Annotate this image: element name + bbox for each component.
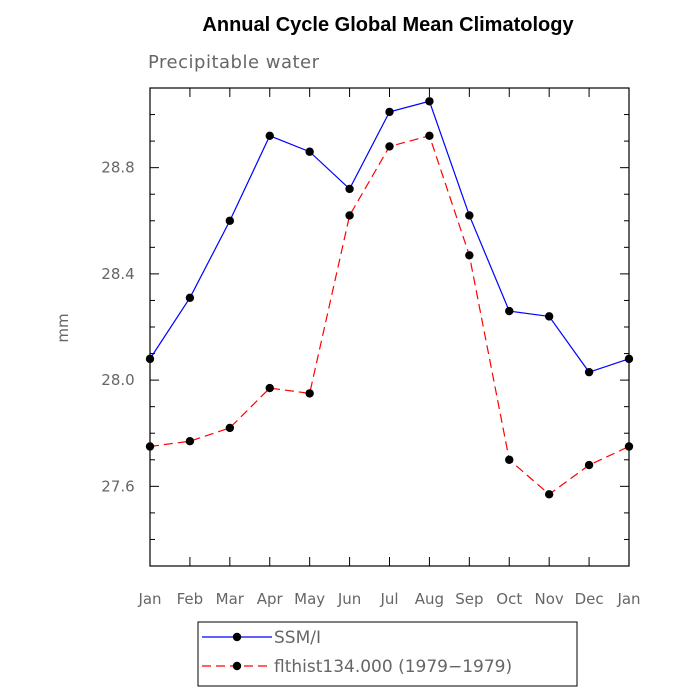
data-point [544,490,554,499]
data-point [584,460,594,470]
data-point [505,455,514,464]
x-tick-label: Jul [379,590,398,608]
y-tick-label: 28.0 [101,371,134,389]
x-tick-label: Nov [535,590,564,608]
x-tick-label: Mar [216,590,245,608]
y-tick-label: 28.8 [101,159,134,177]
data-point [465,251,474,260]
series-line-1 [149,135,630,496]
x-tick-label: Dec [575,590,604,608]
x-tick-label: Aug [415,590,444,608]
x-tick-label: Feb [177,590,204,608]
data-point [185,436,195,446]
data-point [345,211,354,220]
chart-title: Annual Cycle Global Mean Climatology [202,14,574,36]
legend-marker-flthist [232,661,242,671]
y-tick-label: 27.6 [101,477,134,495]
data-point [465,211,474,220]
axis-ticks [149,88,630,566]
x-tick-label: Apr [257,590,284,608]
x-tick-labels: Jan Feb Mar Apr May Jun Jul Aug Sep Oct Nov Dec Jan [137,590,640,608]
data-point [185,293,195,302]
data-point [345,184,354,194]
data-point [225,216,235,225]
data-point [624,442,634,451]
data-point [305,389,314,398]
legend-label-ssmi: SSM/I [274,628,321,648]
data-point [505,306,514,316]
data-point [584,367,594,377]
series-group [145,97,634,499]
data-point [265,383,274,393]
data-point [145,442,155,451]
x-tick-label: May [294,590,325,608]
data-point [305,147,314,156]
data-point [544,312,554,321]
x-tick-label: Jan [137,590,161,608]
legend: SSM/I flthist134.000 (1979−1979) [197,621,578,687]
series-line-0 [149,100,630,373]
data-point [385,142,394,151]
data-point [385,107,394,117]
x-tick-label: Oct [496,590,522,608]
chart-subtitle: Precipitable water [148,52,320,73]
data-point [425,131,434,140]
data-point [225,423,235,433]
legend-marker-ssmi [232,632,242,642]
legend-box [197,621,578,687]
y-tick-label: 28.4 [101,265,134,283]
x-tick-label: Jun [337,590,361,608]
y-axis-label: mm [54,313,72,342]
y-tick-labels: 27.6 28.0 28.4 28.8 [101,159,134,496]
data-point [265,131,274,140]
x-tick-label: Sep [455,590,483,608]
legend-label-flthist: flthist134.000 (1979−1979) [274,657,512,677]
data-point [145,354,155,364]
data-point [624,354,634,364]
x-tick-label: Jan [616,590,640,608]
data-point [425,97,434,106]
